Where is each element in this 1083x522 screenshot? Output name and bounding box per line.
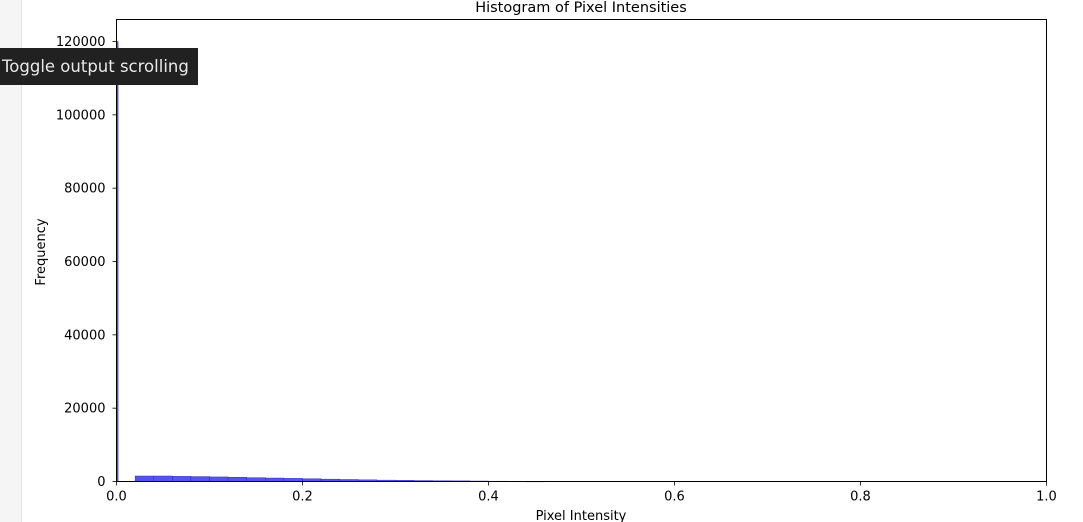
x-tick-label: 1.0: [1036, 490, 1057, 505]
y-tick-label: 120000: [56, 35, 106, 50]
left-gutter: [0, 0, 22, 522]
y-axis-label: Frequency: [34, 218, 49, 285]
x-tick-label: 0.0: [106, 490, 127, 505]
toggle-output-scrolling-tooltip: Toggle output scrolling: [0, 48, 198, 85]
histogram-bar: [153, 475, 173, 482]
x-tick-label: 0.4: [478, 490, 499, 505]
x-axis-label: Pixel Intensity: [536, 509, 627, 522]
histogram-bars: [116, 41, 545, 483]
x-axis: 0.0 0.2 0.4 0.6 0.8 1.0: [106, 481, 1057, 505]
histogram-bar: [246, 477, 266, 482]
y-tick-label: 40000: [64, 328, 105, 343]
histogram-bar: [227, 477, 247, 482]
y-tick-label: 80000: [64, 182, 105, 197]
x-tick-label: 0.2: [292, 490, 313, 505]
x-tick-label: 0.6: [664, 490, 685, 505]
histogram-bar: [134, 475, 154, 482]
x-tick-label: 0.8: [850, 490, 871, 505]
histogram-bar: [190, 476, 210, 482]
chart-title: Histogram of Pixel Intensities: [475, 0, 687, 16]
y-tick-label: 100000: [56, 108, 106, 123]
histogram-bar: [209, 476, 229, 482]
y-axis: 0 20000 40000 60000 80000 100000 120000: [56, 35, 117, 490]
plot-area-frame: [116, 19, 1047, 482]
histogram-bar: [265, 477, 285, 482]
y-tick-label: 0: [97, 475, 105, 490]
y-tick-label: 60000: [64, 255, 105, 270]
histogram-bar: [172, 476, 192, 482]
y-tick-label: 20000: [64, 402, 105, 417]
